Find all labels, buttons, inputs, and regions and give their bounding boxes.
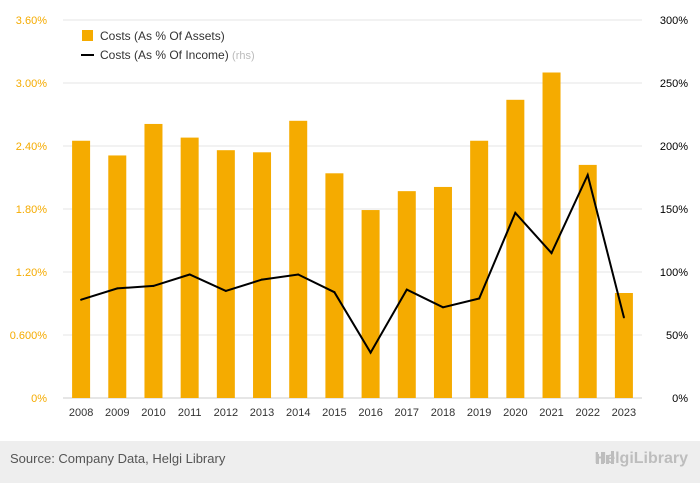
bar	[397, 191, 416, 398]
bar	[614, 293, 633, 398]
bar	[72, 140, 91, 398]
y-tick-left: 2.40%	[16, 141, 47, 153]
library-icon	[595, 451, 614, 464]
x-tick-label: 2009	[105, 407, 129, 419]
bar	[180, 137, 199, 398]
legend-label: Costs (As % Of Assets)	[100, 29, 225, 43]
x-tick-label: 2015	[322, 407, 346, 419]
y-tick-right: 100%	[660, 267, 688, 279]
bar	[506, 99, 525, 399]
y-tick-left: 0%	[31, 393, 47, 405]
x-tick-label: 2014	[286, 407, 310, 419]
line-point	[261, 278, 264, 281]
line-point	[333, 291, 336, 294]
line-point	[369, 351, 372, 354]
legend-suffix: (rhs)	[232, 50, 255, 62]
y-tick-right: 0%	[672, 393, 688, 405]
y-tick-right: 50%	[666, 330, 688, 342]
line-point	[297, 273, 300, 276]
x-tick-label: 2016	[358, 407, 382, 419]
bar	[108, 155, 127, 398]
source-text: Source: Company Data, Helgi Library	[10, 451, 226, 466]
line-point	[514, 211, 517, 214]
line-point	[622, 316, 625, 319]
line-point	[478, 297, 481, 300]
footer: Source: Company Data, Helgi Library Helg…	[0, 441, 700, 483]
bar	[325, 173, 344, 398]
x-tick-label: 2013	[250, 407, 274, 419]
legend-label: Costs (As % Of Income) (rhs)	[100, 48, 255, 62]
line-point	[550, 252, 553, 255]
line-point	[441, 306, 444, 309]
x-tick-label: 2023	[612, 407, 636, 419]
x-tick-label: 2019	[467, 407, 491, 419]
bar	[470, 140, 489, 398]
brand-logo: HelgiLibrary	[595, 450, 688, 468]
line-point	[188, 273, 191, 276]
line-point	[116, 287, 119, 290]
line-series	[80, 172, 625, 355]
y-tick-left: 3.00%	[16, 78, 47, 90]
legend-swatch-bar	[82, 30, 93, 41]
y-tick-right: 150%	[660, 204, 688, 216]
y-tick-right: 200%	[660, 141, 688, 153]
bar	[433, 186, 452, 398]
bar	[253, 152, 272, 398]
line-point	[152, 284, 155, 287]
x-tick-label: 2011	[178, 407, 202, 419]
bar	[144, 123, 163, 398]
x-tick-label: 2022	[575, 407, 599, 419]
bar	[289, 120, 308, 399]
y-tick-right: 250%	[660, 78, 688, 90]
line-point	[405, 288, 408, 291]
bar	[542, 72, 561, 398]
chart-svg: 0% 0% 0.600% 50% 1.20% 100% 1.80% 150% 2.40% 200%…	[10, 15, 689, 419]
line-point	[80, 298, 83, 301]
y-tick-right: 300%	[660, 15, 688, 27]
x-tick-label: 2020	[503, 407, 527, 419]
bar	[216, 150, 235, 398]
x-tick-label: 2008	[69, 407, 93, 419]
x-tick-label: 2021	[539, 407, 563, 419]
y-tick-left: 3.60%	[16, 15, 47, 27]
line-point	[224, 289, 227, 292]
brand-text: HelgiLibrary	[594, 450, 688, 467]
x-tick-label: 2012	[214, 407, 238, 419]
x-tick-label: 2017	[395, 407, 419, 419]
x-tick-label: 2010	[141, 407, 165, 419]
bar	[361, 210, 380, 398]
line-point	[586, 173, 589, 176]
y-tick-left: 1.80%	[16, 204, 47, 216]
bar	[578, 164, 597, 398]
y-tick-left: 0.600%	[10, 330, 48, 342]
x-tick-label: 2018	[431, 407, 455, 419]
y-tick-left: 1.20%	[16, 267, 47, 279]
